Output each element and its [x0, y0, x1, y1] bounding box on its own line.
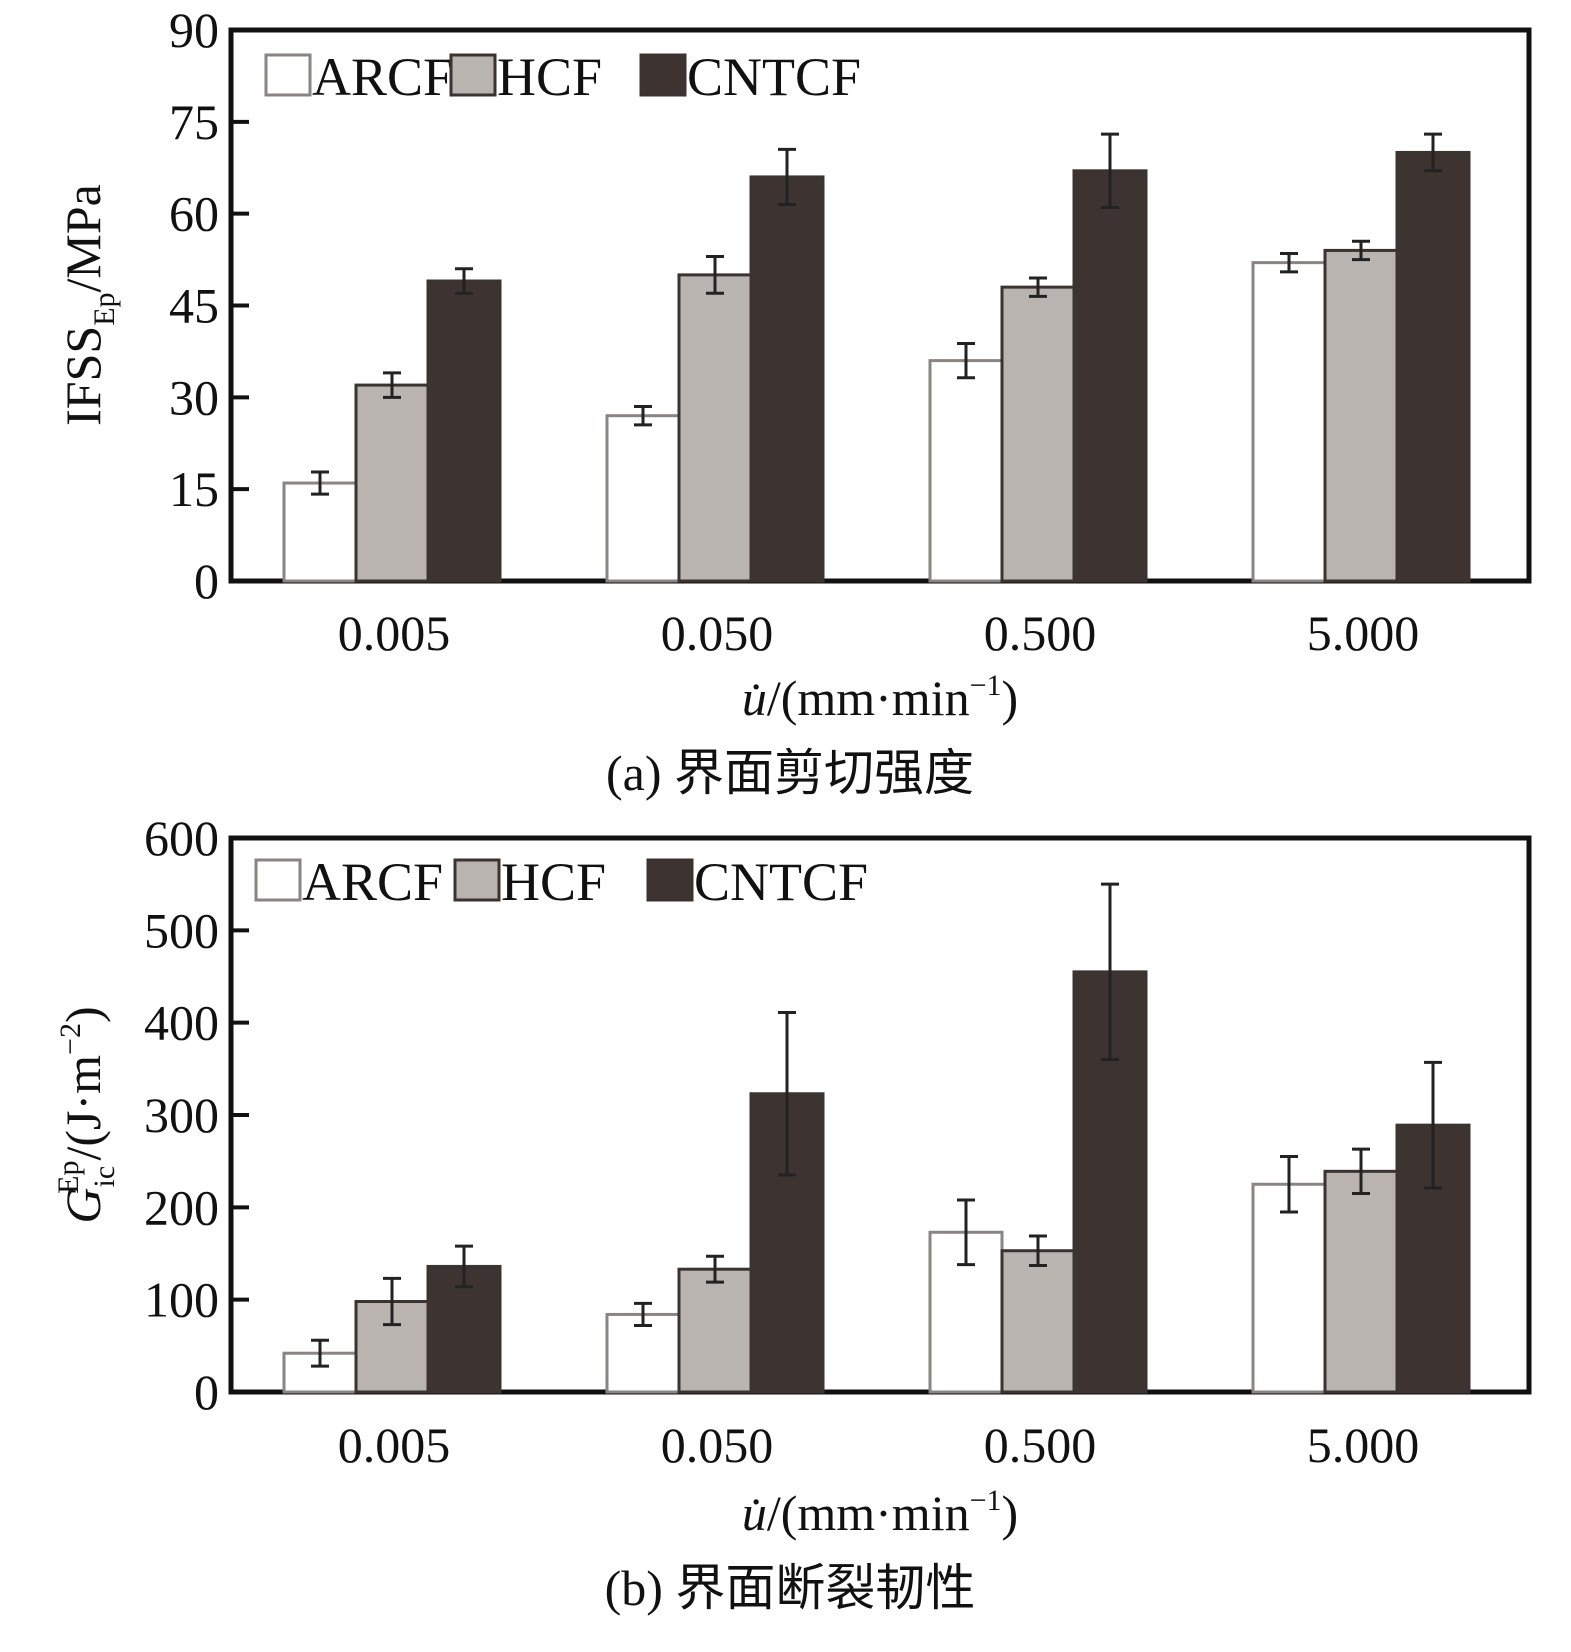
chart-b-x-axis-unit-close: ): [1002, 1485, 1019, 1541]
chart-b-y-axis-superscript: Ep: [52, 1161, 85, 1194]
chart-b-bar-arcf-5.000: [1251, 1182, 1327, 1394]
chart-b-y-axis-label: GicEp/(J·m−2): [52, 1006, 121, 1223]
chart-b-legend-swatch-hcf: [453, 858, 501, 902]
chart-b-legend-label-hcf: HCF: [501, 852, 606, 912]
chart-a-bar-arcf-0.500: [928, 359, 1004, 583]
chart-a-y-tick-label: 90: [169, 2, 219, 58]
chart-a-y-axis-quantity: IFSS: [55, 326, 111, 426]
chart-b-x-axis-label: u̇/(mm·min−1): [742, 1484, 1018, 1541]
chart-a-bar-cntcf-5.000: [1395, 150, 1471, 583]
chart-a-legend-swatch-arcf: [264, 53, 312, 97]
chart-b-y-axis-unit-exponent: −2: [54, 1023, 87, 1055]
chart-b-y-tick-label: 300: [144, 1087, 219, 1143]
chart-a-x-axis-label: u̇/(mm·min−1): [742, 669, 1018, 726]
chart-a-y-axis-unit: /MPa: [55, 184, 111, 292]
chart-a-bar-hcf-0.500: [1000, 285, 1076, 583]
chart-b-y-axis-quantity: G: [55, 1188, 111, 1224]
chart-b-legend-swatch-cntcf: [646, 858, 694, 902]
chart-b-bar-hcf-5.000: [1323, 1169, 1399, 1394]
chart-b-x-tick-label: 0.500: [984, 1417, 1097, 1473]
chart-b-legend-label-cntcf: CNTCF: [694, 852, 868, 912]
chart-a-x-axis-variable: u̇: [742, 670, 767, 726]
chart-a-bar-cntcf-0.500: [1072, 169, 1148, 583]
chart-a-legend-swatch-hcf: [449, 53, 497, 97]
chart-a-bar-arcf-0.005: [282, 481, 358, 583]
chart-a-interfacial-shear-strength: 0 15 30 45 60 75 90 0.005 0.050 0.500 5.000 ARCF HCF…: [55, 2, 1532, 801]
chart-a-legend-label-cntcf: CNTCF: [687, 47, 861, 107]
chart-a-x-tick-label: 0.005: [338, 605, 451, 661]
chart-b-x-axis-variable: u̇: [742, 1485, 767, 1541]
chart-b-interfacial-fracture-toughness: 0 100 200 300 400 500 600 0.005 0.050 0.500 5.000 A…: [52, 810, 1532, 1616]
chart-a-legend-label-hcf: HCF: [497, 47, 602, 107]
chart-b-y-tick-label: 100: [144, 1272, 219, 1328]
chart-a-x-axis-unit: /(mm·min: [767, 670, 970, 726]
chart-a-bar-hcf-5.000: [1323, 248, 1399, 583]
chart-b-x-axis-unit: /(mm·min: [767, 1485, 970, 1541]
chart-b-x-axis-unit-exponent: −1: [970, 1484, 1002, 1517]
chart-b-y-tick-label: 200: [144, 1179, 219, 1235]
chart-a-y-axis-subscript: Ep: [88, 292, 121, 325]
chart-a-y-tick-label: 15: [169, 461, 219, 517]
chart-a-bar-arcf-0.050: [605, 414, 681, 583]
chart-a-y-tick-label: 75: [169, 94, 219, 150]
chart-b-y-tick-label: 600: [144, 810, 219, 866]
chart-b-x-tick-label: 0.050: [661, 1417, 774, 1473]
chart-a-caption: (a) 界面剪切强度: [606, 745, 974, 801]
chart-a-x-tick-label: 0.050: [661, 605, 774, 661]
chart-b-x-tick-label: 5.000: [1307, 1417, 1420, 1473]
chart-b-y-tick-label: 400: [144, 995, 219, 1051]
chart-a-x-tick-label: 5.000: [1307, 605, 1420, 661]
chart-a-bar-cntcf-0.005: [426, 279, 502, 583]
chart-a-legend-swatch-cntcf: [639, 53, 687, 97]
chart-a-x-tick-label: 0.500: [984, 605, 1097, 661]
chart-a-bar-cntcf-0.050: [749, 175, 825, 583]
chart-a-y-axis-label: IFSSEp/MPa: [55, 184, 121, 426]
chart-a-x-axis-unit-close: ): [1002, 670, 1019, 726]
chart-a-legend-label-arcf: ARCF: [312, 47, 453, 107]
chart-a-x-axis-unit-exponent: −1: [970, 669, 1002, 702]
chart-b-y-axis-unit: /(J·m: [55, 1055, 111, 1161]
chart-b-legend-label-arcf: ARCF: [302, 852, 443, 912]
chart-b-y-tick-label: 0: [194, 1364, 219, 1420]
chart-b-bar-hcf-0.500: [1000, 1249, 1076, 1394]
chart-a-y-tick-label: 60: [169, 186, 219, 242]
chart-b-bar-hcf-0.050: [677, 1267, 753, 1394]
chart-a-y-tick-label: 0: [194, 553, 219, 609]
chart-b-y-axis-unit-close: ): [55, 1006, 111, 1023]
chart-a-bar-arcf-5.000: [1251, 261, 1327, 583]
chart-b-caption: (b) 界面断裂韧性: [605, 1560, 976, 1616]
chart-a-y-tick-label: 30: [169, 369, 219, 425]
chart-a-bar-hcf-0.050: [677, 273, 753, 583]
chart-a-y-tick-label: 45: [169, 278, 219, 334]
chart-b-y-tick-label: 500: [144, 902, 219, 958]
chart-a-bar-hcf-0.005: [354, 383, 430, 583]
chart-b-legend-swatch-arcf: [254, 858, 302, 902]
chart-b-y-axis-subscript: ic: [88, 1166, 121, 1188]
chart-b-x-tick-label: 0.005: [338, 1417, 451, 1473]
chart-b-bar-arcf-0.050: [605, 1312, 681, 1394]
